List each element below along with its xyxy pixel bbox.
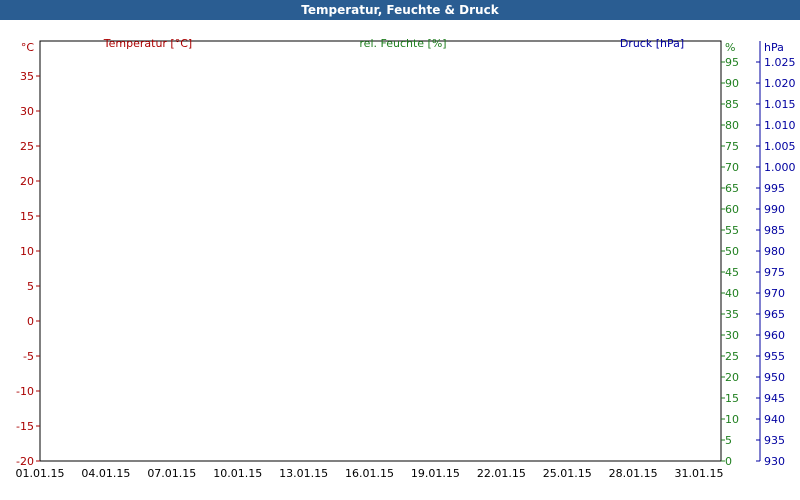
x-tick-label: 13.01.15 bbox=[279, 467, 328, 480]
pres-tick-label: 970 bbox=[764, 287, 785, 300]
pres-tick-label: 995 bbox=[764, 182, 785, 195]
x-tick-label: 16.01.15 bbox=[345, 467, 394, 480]
pres-tick-label: 935 bbox=[764, 434, 785, 447]
pres-tick-label: 1.020 bbox=[764, 77, 796, 90]
pres-axis-label: Druck [hPa] bbox=[620, 37, 684, 50]
temp-tick-label: 25 bbox=[20, 140, 34, 153]
hum-unit-label: % bbox=[725, 41, 735, 54]
hum-tick-label: 95 bbox=[725, 56, 739, 69]
hum-tick-label: 30 bbox=[725, 329, 739, 342]
pres-tick-label: 930 bbox=[764, 455, 785, 468]
chart-canvas: 01.01.15 04.01.15 07.01.15 10.01.15 13.01.15… bbox=[16, 37, 796, 480]
x-tick-label: 07.01.15 bbox=[147, 467, 196, 480]
hum-tick-label: 90 bbox=[725, 77, 739, 90]
temp-tick-label: 10 bbox=[20, 245, 34, 258]
pres-tick-label: 1.025 bbox=[764, 56, 796, 69]
labels: 01.01.15 04.01.15 07.01.15 10.01.15 13.01.15… bbox=[16, 37, 796, 480]
x-tick-label: 01.01.15 bbox=[16, 467, 65, 480]
pres-tick-label: 1.010 bbox=[764, 119, 796, 132]
x-tick-label: 31.01.15 bbox=[675, 467, 724, 480]
chart-title: Temperatur, Feuchte & Druck bbox=[0, 0, 800, 20]
pres-tick-label: 985 bbox=[764, 224, 785, 237]
hum-tick-label: 50 bbox=[725, 245, 739, 258]
hum-tick-label: 25 bbox=[725, 350, 739, 363]
pres-tick-label: 975 bbox=[764, 266, 785, 279]
temp-tick-label: -15 bbox=[16, 420, 34, 433]
hum-tick-label: 15 bbox=[725, 392, 739, 405]
hum-tick-label: 20 bbox=[725, 371, 739, 384]
pres-tick-label: 990 bbox=[764, 203, 785, 216]
pres-tick-label: 1.000 bbox=[764, 161, 796, 174]
temp-tick-label: 35 bbox=[20, 70, 34, 83]
temp-tick-label: -20 bbox=[16, 455, 34, 468]
temp-tick-label: 0 bbox=[27, 315, 34, 328]
temp-tick-label: 20 bbox=[20, 175, 34, 188]
temp-unit-label: °C bbox=[21, 41, 35, 54]
temp-tick-label: 5 bbox=[27, 280, 34, 293]
hum-tick-label: 45 bbox=[725, 266, 739, 279]
hum-tick-label: 35 bbox=[725, 308, 739, 321]
temp-axis-label: Temperatur [°C] bbox=[103, 37, 192, 50]
hum-tick-label: 65 bbox=[725, 182, 739, 195]
pres-tick-label: 955 bbox=[764, 350, 785, 363]
hum-tick-label: 70 bbox=[725, 161, 739, 174]
hum-axis-label: rel. Feuchte [%] bbox=[359, 37, 446, 50]
pres-tick-label: 965 bbox=[764, 308, 785, 321]
pres-tick-label: 950 bbox=[764, 371, 785, 384]
hum-tick-label: 0 bbox=[725, 455, 732, 468]
axes bbox=[36, 40, 761, 462]
temp-tick-label: 15 bbox=[20, 210, 34, 223]
pres-tick-label: 1.005 bbox=[764, 140, 796, 153]
hum-tick-label: 85 bbox=[725, 98, 739, 111]
x-tick-label: 10.01.15 bbox=[213, 467, 262, 480]
hum-tick-label: 60 bbox=[725, 203, 739, 216]
pres-tick-label: 1.015 bbox=[764, 98, 796, 111]
hum-tick-label: 40 bbox=[725, 287, 739, 300]
hum-tick-label: 80 bbox=[725, 119, 739, 132]
pres-unit-label: hPa bbox=[764, 41, 784, 54]
temp-tick-label: 30 bbox=[20, 105, 34, 118]
plot-area bbox=[39, 40, 722, 462]
pres-tick-label: 960 bbox=[764, 329, 785, 342]
x-tick-label: 25.01.15 bbox=[543, 467, 592, 480]
x-tick-label: 22.01.15 bbox=[477, 467, 526, 480]
x-tick-label: 19.01.15 bbox=[411, 467, 460, 480]
pres-tick-label: 945 bbox=[764, 392, 785, 405]
pres-tick-label: 980 bbox=[764, 245, 785, 258]
x-tick-label: 04.01.15 bbox=[81, 467, 130, 480]
hum-tick-label: 10 bbox=[725, 413, 739, 426]
pres-tick-label: 940 bbox=[764, 413, 785, 426]
hum-tick-label: 5 bbox=[725, 434, 732, 447]
temp-tick-label: -10 bbox=[16, 385, 34, 398]
x-tick-label: 28.01.15 bbox=[609, 467, 658, 480]
hum-tick-label: 55 bbox=[725, 224, 739, 237]
temp-tick-label: -5 bbox=[23, 350, 34, 363]
hum-tick-label: 75 bbox=[725, 140, 739, 153]
